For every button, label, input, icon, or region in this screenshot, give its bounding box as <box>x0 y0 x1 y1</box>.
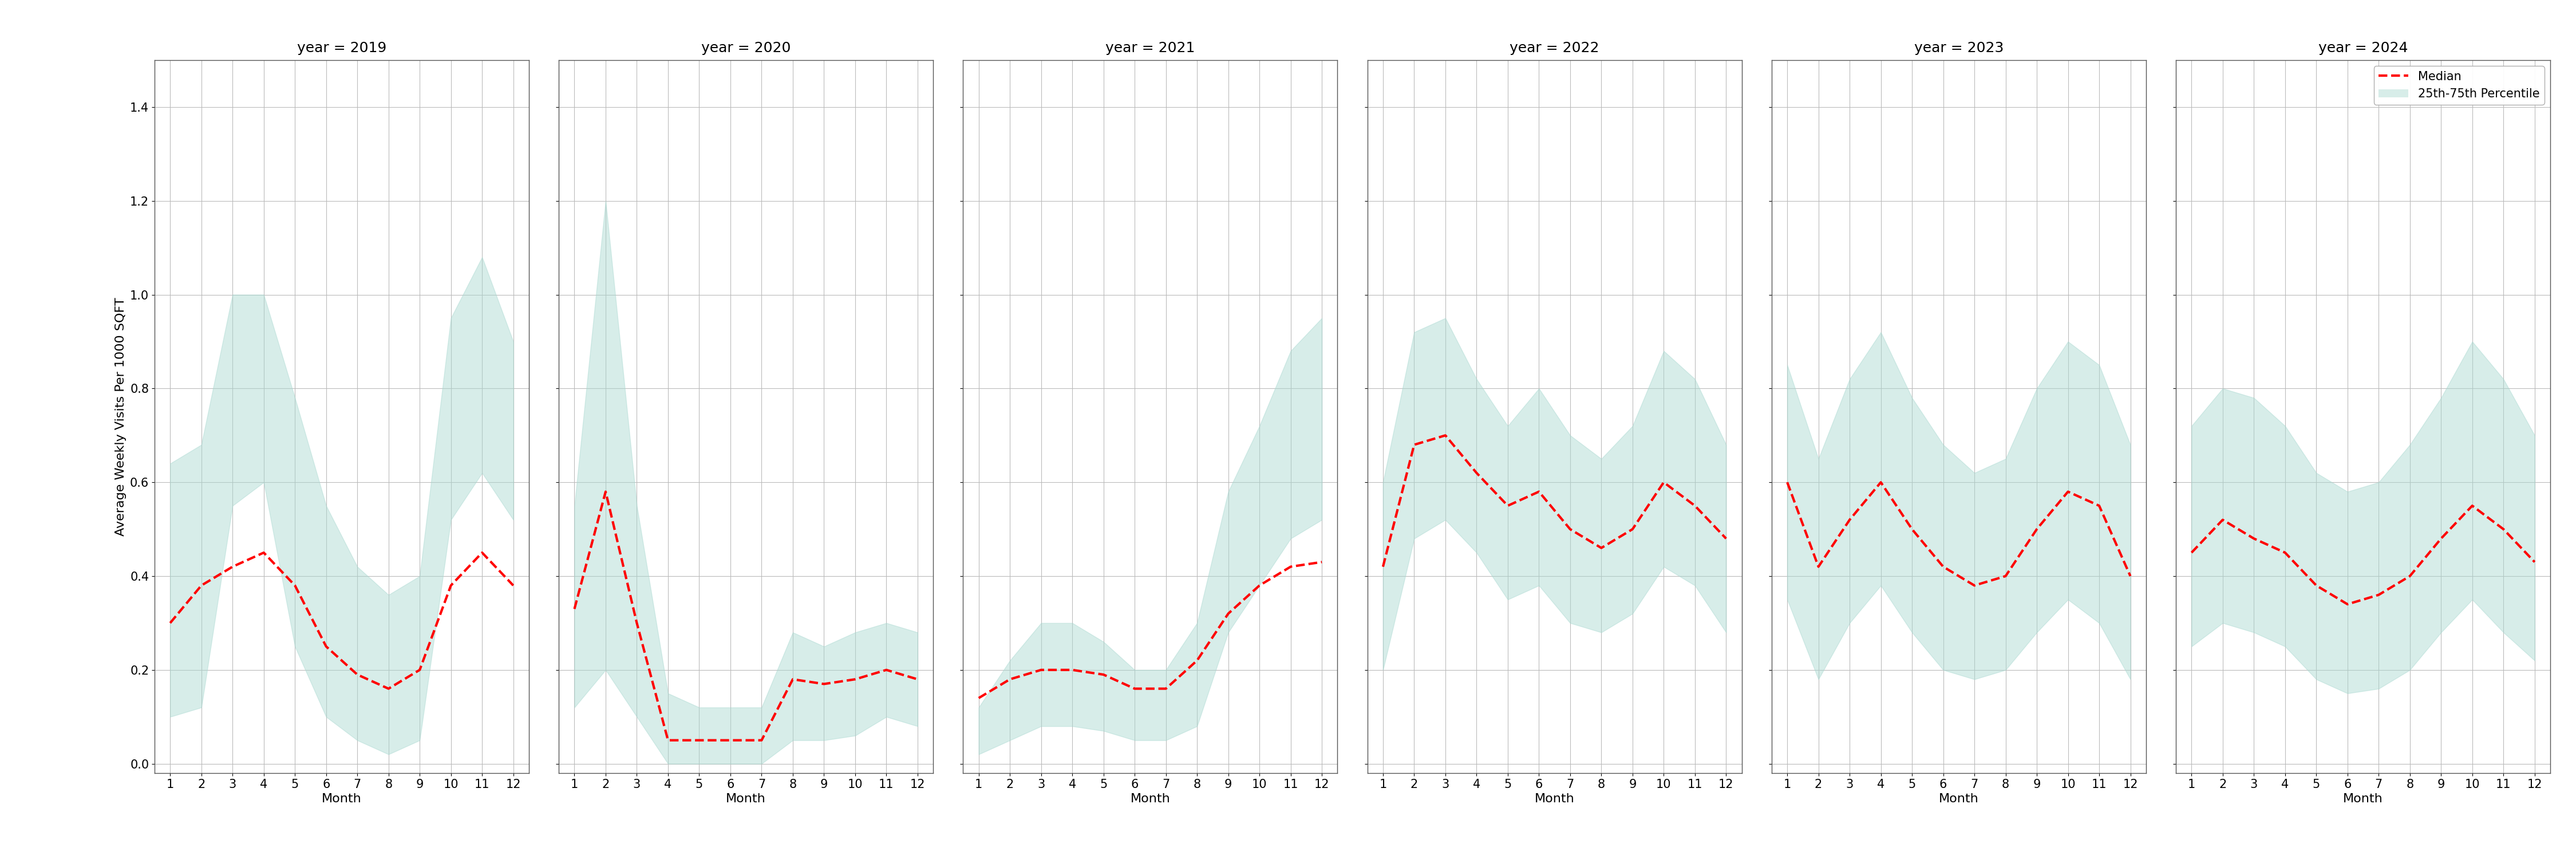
Median <box>2427 533 2458 544</box>
Median <box>1618 524 1649 534</box>
Median <box>652 735 683 746</box>
X-axis label: Month: Month <box>1535 794 1574 805</box>
Median <box>343 669 374 679</box>
Line: Median: Median <box>1788 482 2130 586</box>
Median <box>278 581 309 591</box>
Legend: Median, 25th-75th Percentile: Median, 25th-75th Percentile <box>2372 66 2545 105</box>
Median <box>497 581 528 591</box>
Median <box>840 674 871 685</box>
Median <box>559 604 590 614</box>
Median <box>1991 571 2022 582</box>
Median <box>963 693 994 704</box>
Median <box>1587 543 1618 553</box>
Median <box>1087 669 1118 679</box>
Median <box>2300 581 2331 591</box>
Median <box>1649 477 1680 487</box>
Median <box>994 674 1025 685</box>
Line: Median: Median <box>170 552 513 689</box>
Median <box>185 581 216 591</box>
Median <box>1556 524 1587 534</box>
Title: year = 2021: year = 2021 <box>1105 41 1195 55</box>
Median <box>2084 501 2115 511</box>
Median <box>683 735 714 746</box>
Median <box>1151 684 1182 694</box>
Median <box>1182 655 1213 666</box>
Median <box>1430 430 1461 441</box>
X-axis label: Month: Month <box>1131 794 1170 805</box>
Title: year = 2020: year = 2020 <box>701 41 791 55</box>
Median <box>716 735 747 746</box>
Median <box>2208 515 2239 525</box>
Median <box>1118 684 1149 694</box>
Median <box>1865 477 1896 487</box>
Median <box>1927 562 1958 572</box>
Median <box>374 684 404 694</box>
Median <box>435 581 466 591</box>
Median <box>247 547 278 557</box>
Median <box>778 674 809 685</box>
X-axis label: Month: Month <box>322 794 361 805</box>
Median <box>747 735 778 746</box>
Median <box>1492 501 1522 511</box>
Median <box>1958 581 1989 591</box>
Line: Median: Median <box>574 491 917 740</box>
Median <box>216 562 247 572</box>
Title: year = 2023: year = 2023 <box>1914 41 2004 55</box>
Median <box>155 618 185 628</box>
Median <box>809 679 840 689</box>
Median <box>2458 501 2488 511</box>
Y-axis label: Average Weekly Visits Per 1000 SQFT: Average Weekly Visits Per 1000 SQFT <box>116 297 126 536</box>
Median <box>2331 599 2362 609</box>
Median <box>1522 486 1553 497</box>
Title: year = 2019: year = 2019 <box>296 41 386 55</box>
Title: year = 2022: year = 2022 <box>1510 41 1600 55</box>
Median <box>1056 665 1087 675</box>
Median <box>1306 557 1337 567</box>
Median <box>1213 608 1244 618</box>
Median <box>1772 477 1803 487</box>
Median <box>1680 501 1710 511</box>
Median <box>590 486 621 497</box>
Median <box>2396 571 2427 582</box>
Median <box>2053 486 2084 497</box>
Median <box>1244 581 1275 591</box>
X-axis label: Month: Month <box>726 794 765 805</box>
Median <box>2177 547 2208 557</box>
Median <box>1710 533 1741 544</box>
Median <box>1368 562 1399 572</box>
X-axis label: Month: Month <box>1940 794 1978 805</box>
Median <box>2519 557 2550 567</box>
Median <box>2239 533 2269 544</box>
Median <box>404 665 435 675</box>
Title: year = 2024: year = 2024 <box>2318 41 2409 55</box>
Line: Median: Median <box>2192 506 2535 604</box>
Median <box>871 665 902 675</box>
Median <box>1275 562 1306 572</box>
Median <box>312 642 343 652</box>
Median <box>2362 589 2393 600</box>
Median <box>1461 468 1492 478</box>
Median <box>2269 547 2300 557</box>
Median <box>1834 515 1865 525</box>
Median <box>902 674 933 685</box>
Line: Median: Median <box>1383 436 1726 567</box>
X-axis label: Month: Month <box>2344 794 2383 805</box>
Median <box>2488 524 2519 534</box>
Median <box>1025 665 1056 675</box>
Median <box>2115 571 2146 582</box>
Median <box>621 618 652 628</box>
Median <box>1896 524 1927 534</box>
Median <box>466 547 497 557</box>
Line: Median: Median <box>979 562 1321 698</box>
Median <box>2022 524 2053 534</box>
Median <box>1399 440 1430 450</box>
Median <box>1803 562 1834 572</box>
